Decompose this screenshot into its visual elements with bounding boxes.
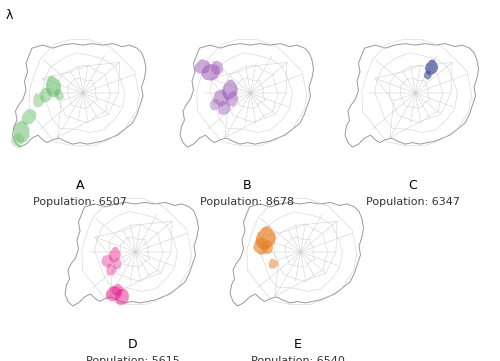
Text: A: A [76, 179, 84, 192]
Text: B: B [243, 179, 252, 192]
Polygon shape [261, 240, 273, 255]
Polygon shape [194, 59, 210, 74]
Polygon shape [230, 203, 364, 306]
Polygon shape [106, 286, 122, 301]
Polygon shape [22, 109, 36, 125]
Text: D: D [128, 338, 138, 351]
Text: λ: λ [6, 9, 14, 22]
Polygon shape [109, 247, 120, 262]
Polygon shape [14, 121, 30, 143]
Polygon shape [222, 80, 238, 100]
Polygon shape [180, 44, 314, 147]
Polygon shape [40, 88, 52, 103]
Polygon shape [65, 203, 198, 306]
Polygon shape [112, 258, 122, 269]
Text: Population: 8678: Population: 8678 [200, 197, 294, 207]
Polygon shape [256, 226, 276, 249]
Polygon shape [111, 284, 124, 296]
Polygon shape [46, 75, 61, 97]
Text: Population: 6347: Population: 6347 [366, 197, 460, 207]
Polygon shape [226, 91, 238, 107]
Polygon shape [115, 289, 129, 305]
Polygon shape [106, 264, 117, 276]
Text: Population: 6540: Population: 6540 [250, 356, 344, 361]
Polygon shape [213, 90, 229, 106]
Polygon shape [425, 60, 438, 75]
Polygon shape [424, 71, 432, 80]
Polygon shape [12, 44, 146, 147]
Text: Population: 5615: Population: 5615 [86, 356, 180, 361]
Polygon shape [218, 101, 230, 115]
Text: Population: 6507: Population: 6507 [33, 197, 127, 207]
Polygon shape [210, 61, 224, 75]
Polygon shape [11, 133, 24, 148]
Polygon shape [345, 44, 478, 147]
Polygon shape [268, 259, 278, 269]
Polygon shape [33, 93, 44, 108]
Polygon shape [202, 64, 220, 81]
Text: C: C [408, 179, 417, 192]
Polygon shape [210, 99, 220, 110]
Polygon shape [253, 238, 270, 255]
Polygon shape [101, 255, 114, 268]
Polygon shape [54, 89, 64, 100]
Text: E: E [294, 338, 302, 351]
